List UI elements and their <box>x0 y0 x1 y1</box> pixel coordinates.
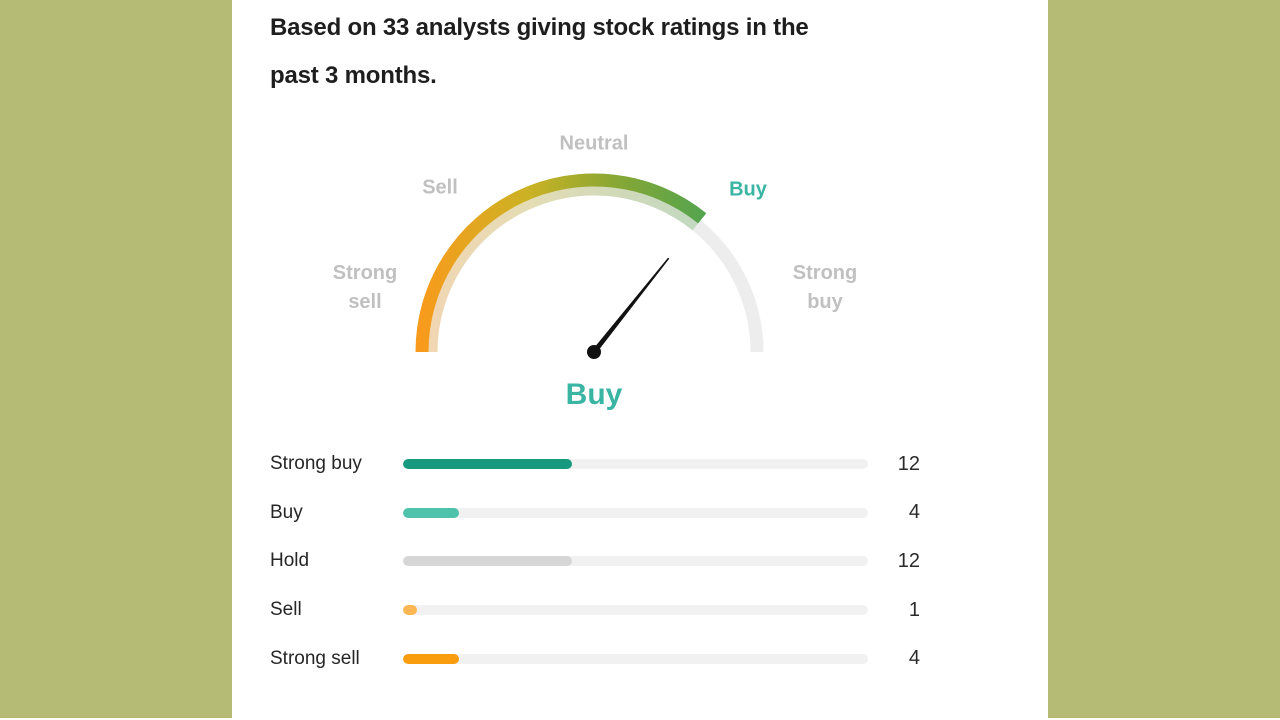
rating-bar-track <box>403 459 868 470</box>
gauge-fill-tint-arc <box>424 182 701 353</box>
card-subtitle: Based on 33 analysts giving stock rating… <box>270 4 970 100</box>
rating-row-label: Hold <box>270 550 310 572</box>
rating-row-value: 1 <box>908 598 920 621</box>
rating-row-strong-buy: Strong buy 12 <box>270 440 920 489</box>
gauge-needle-pivot <box>587 345 601 359</box>
right-background-panel <box>1048 0 1280 718</box>
rating-row-value: 12 <box>897 549 920 572</box>
rating-row-label: Buy <box>270 501 303 523</box>
rating-row-value: 4 <box>908 647 920 670</box>
rating-bar-fill <box>403 556 573 567</box>
rating-row-hold: Hold 12 <box>270 537 920 586</box>
rating-bar-fill <box>403 605 418 616</box>
current-rating-label: Buy <box>565 378 623 411</box>
gauge-needle <box>592 257 670 354</box>
analyst-rating-card: Based on 33 analysts giving stock rating… <box>232 0 1048 720</box>
rating-bar-track <box>403 507 868 518</box>
gauge-value-arc <box>415 173 707 353</box>
rating-bar-fill <box>403 459 573 470</box>
rating-bar-track <box>403 605 868 616</box>
rating-row-value: 12 <box>897 452 920 475</box>
gauge-track-arc <box>424 182 764 353</box>
gauge-label-sell: Sell <box>422 176 458 199</box>
gauge-label-strong-buy: Strong buy <box>792 262 858 313</box>
rating-row-sell: Sell 1 <box>270 586 920 635</box>
card-subtitle-line-1: Based on 33 analysts giving stock rating… <box>270 14 809 41</box>
gauge-label-neutral: Neutral <box>559 132 629 155</box>
rating-row-label: Strong buy <box>270 453 362 475</box>
left-background-panel <box>0 0 232 718</box>
ratings-distribution: Strong buy 12 Buy 4 Hold 12 Sell 1 Stron <box>232 440 1048 683</box>
rating-row-label: Strong sell <box>270 647 360 669</box>
rating-bar-track <box>403 556 868 567</box>
rating-row-label: Sell <box>270 599 302 621</box>
rating-gauge: Strong sell Sell Neutral Buy Strong buy … <box>294 112 894 432</box>
rating-row-buy: Buy 4 <box>270 489 920 538</box>
rating-row-value: 4 <box>908 501 920 524</box>
gauge-label-strong-sell: Strong sell <box>332 262 398 313</box>
rating-bar-fill <box>403 507 460 518</box>
rating-bar-track <box>403 653 868 664</box>
gauge-dial <box>415 173 764 359</box>
rating-bar-fill <box>403 653 460 664</box>
card-subtitle-line-2: past 3 months. <box>270 62 437 89</box>
gauge-label-buy: Buy <box>729 178 767 201</box>
rating-row-strong-sell: Strong sell 4 <box>270 634 920 683</box>
